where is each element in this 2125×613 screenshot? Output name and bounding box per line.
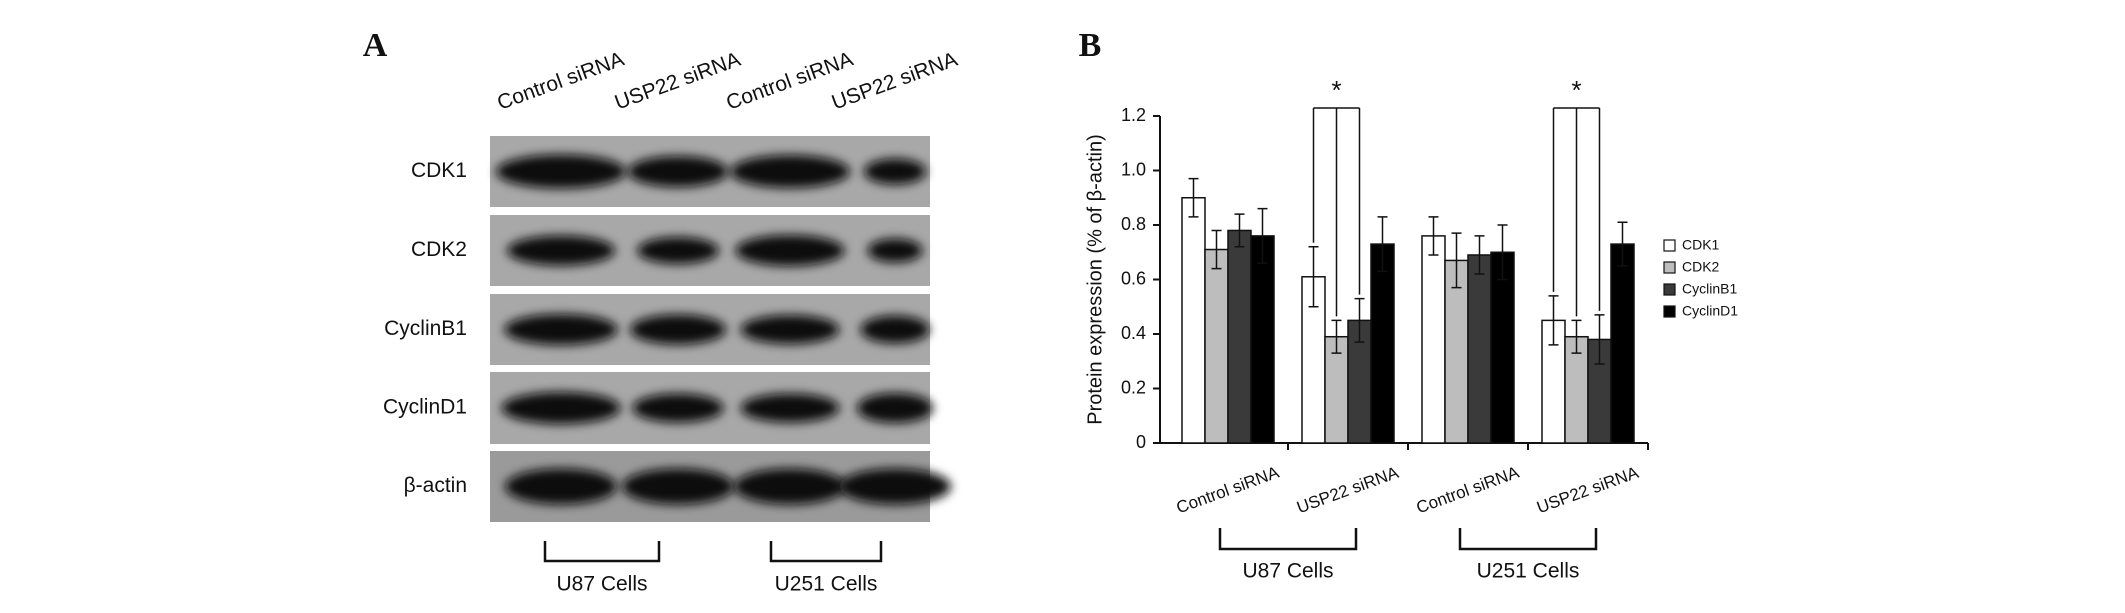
group-label: U251 Cells	[775, 573, 878, 596]
row-label: CDK2	[411, 238, 467, 261]
error-bar	[1548, 295, 1559, 346]
blot-band	[627, 156, 729, 187]
x-tick-label: Control siRNA	[1174, 462, 1282, 517]
blot-band	[501, 392, 621, 424]
y-tick-label: 1.2	[1121, 105, 1146, 125]
bar	[1421, 235, 1446, 444]
y-axis-title: Protein expression (% of β-actin)	[1084, 134, 1106, 425]
blot-band	[632, 393, 724, 423]
y-tick-label: 0.2	[1121, 377, 1146, 397]
y-tick-label: 0	[1136, 432, 1146, 452]
error-bar	[1497, 224, 1508, 281]
blot-band	[630, 314, 726, 345]
bar	[1227, 229, 1252, 444]
y-tick-label: 0.8	[1121, 214, 1146, 234]
bar	[1610, 243, 1635, 444]
group-bracket	[1458, 528, 1598, 551]
error-bar	[1451, 232, 1462, 289]
y-tick-label: 0.4	[1121, 323, 1146, 343]
significance-bracket	[1552, 107, 1601, 317]
blot-band	[505, 468, 617, 505]
x-tick-label: USP22 siRNA	[1534, 463, 1641, 518]
group-bracket	[769, 541, 883, 563]
error-bar	[1308, 246, 1319, 308]
lane-label: Control siRNA	[494, 48, 627, 115]
error-bar	[1474, 235, 1485, 275]
blot-band	[734, 468, 846, 505]
blot-band	[504, 314, 618, 345]
bar	[1370, 243, 1395, 444]
y-tick-label: 0.6	[1121, 268, 1146, 288]
bar	[1467, 254, 1492, 444]
legend-label: CyclinD1	[1682, 303, 1738, 319]
blot-band	[860, 315, 930, 344]
group-bracket	[1218, 528, 1358, 551]
blot-band	[735, 235, 845, 266]
error-bar	[1211, 229, 1222, 270]
x-tick-label: USP22 siRNA	[1294, 463, 1401, 518]
blot-band	[740, 315, 840, 344]
bar	[1204, 248, 1229, 444]
legend-label: CyclinB1	[1682, 281, 1737, 297]
error-bar	[1331, 319, 1342, 354]
blot-band	[839, 468, 951, 505]
legend-label: CDK2	[1682, 259, 1720, 275]
blot-band	[507, 235, 615, 266]
blot-band	[496, 154, 626, 189]
error-bar	[1257, 207, 1268, 264]
significance-label: *	[1571, 75, 1581, 105]
group-label: U87 Cells	[556, 573, 647, 596]
y-tick-label: 1.0	[1121, 159, 1146, 179]
group-label: U87 Cells	[1242, 560, 1333, 583]
row-label: CDK1	[411, 159, 467, 182]
error-bar	[1617, 221, 1628, 267]
error-bar	[1428, 216, 1439, 256]
error-bar	[1571, 319, 1582, 354]
error-bar	[1188, 177, 1199, 218]
group-bracket	[543, 541, 661, 563]
significance-bracket	[1312, 107, 1361, 317]
legend-swatch	[1663, 283, 1676, 296]
western-blot: CDK1 CDK2 CyclinB1 CyclinD1 β-actin Control s…	[383, 48, 961, 596]
error-bar	[1594, 314, 1605, 365]
significance-label: *	[1331, 75, 1341, 105]
blot-band	[622, 468, 734, 505]
panel-label: A	[363, 27, 388, 64]
blot-band	[730, 155, 850, 188]
error-bar	[1377, 216, 1388, 273]
blot-band	[637, 237, 719, 264]
error-bar	[1234, 213, 1245, 248]
panel-label: B	[1079, 27, 1102, 64]
row-label: CyclinD1	[383, 396, 467, 419]
bar	[1181, 197, 1206, 444]
bar	[1490, 251, 1515, 444]
legend-swatch	[1663, 239, 1676, 252]
bar	[1250, 235, 1275, 444]
legend-swatch	[1663, 261, 1676, 274]
blot-band	[867, 238, 923, 263]
blot-band	[864, 158, 926, 185]
group-label: U251 Cells	[1477, 560, 1580, 583]
row-label: β-actin	[404, 474, 467, 497]
x-tick-label: Control siRNA	[1414, 462, 1522, 517]
bar-chart: 0 0.2 0.4 0.6 0.8 1.0 1.2 Protein expression (%…	[1084, 75, 1738, 583]
lane-label: USP22 siRNA	[612, 48, 744, 115]
error-bar	[1354, 297, 1365, 343]
blot-band	[857, 393, 933, 423]
legend-swatch	[1663, 305, 1676, 318]
row-label: CyclinB1	[384, 317, 467, 340]
legend-label: CDK1	[1682, 237, 1720, 253]
blot-band	[740, 393, 840, 423]
